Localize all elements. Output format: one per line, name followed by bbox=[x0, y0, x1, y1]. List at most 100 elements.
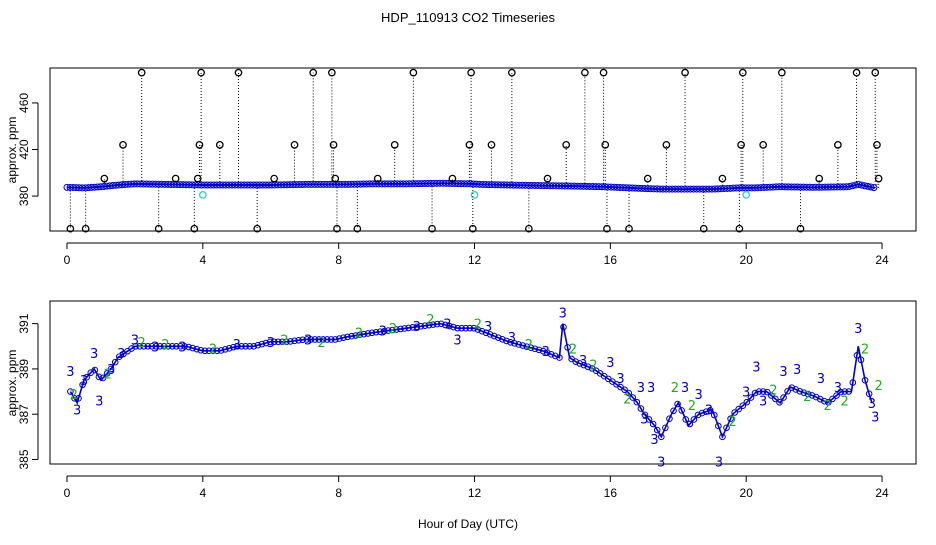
mean-point bbox=[625, 389, 632, 397]
mean-point bbox=[865, 390, 873, 398]
mean-point bbox=[409, 324, 417, 331]
spike-point bbox=[215, 140, 224, 149]
digit-label: 3 bbox=[834, 381, 842, 396]
mean-point bbox=[751, 389, 759, 397]
mean-point bbox=[242, 342, 249, 350]
x-axis-label: Hour of Day (UTC) bbox=[418, 517, 518, 531]
mean-line bbox=[69, 322, 873, 439]
digit-label: 3 bbox=[178, 340, 186, 355]
mean-point bbox=[706, 407, 714, 414]
top-x-tick-label: 16 bbox=[604, 253, 618, 267]
mean-point bbox=[572, 358, 580, 365]
mean-point bbox=[311, 336, 319, 343]
mean-point bbox=[727, 415, 734, 423]
mean-point bbox=[83, 373, 90, 381]
mean-point bbox=[556, 354, 563, 361]
mean-point bbox=[421, 322, 429, 330]
spike-point bbox=[195, 140, 204, 149]
spike-point bbox=[543, 174, 552, 183]
mean-point bbox=[274, 338, 282, 346]
digit-label: 3 bbox=[695, 388, 703, 403]
digit-label: 2 bbox=[138, 336, 146, 351]
mean-point bbox=[270, 338, 278, 346]
mean-point bbox=[539, 347, 547, 355]
mean-point bbox=[336, 335, 343, 342]
mean-point bbox=[234, 342, 241, 350]
mean-point bbox=[291, 337, 298, 345]
spike-point bbox=[796, 224, 805, 233]
spike-point bbox=[603, 224, 611, 233]
spike-point bbox=[465, 140, 474, 149]
spike-point bbox=[137, 68, 146, 77]
mean-point bbox=[246, 342, 253, 350]
mean-point bbox=[784, 387, 791, 395]
mean-point bbox=[772, 395, 779, 403]
mean-point bbox=[136, 342, 143, 350]
mean-point bbox=[262, 339, 270, 347]
mean-point bbox=[221, 346, 229, 353]
digit-label: 3 bbox=[542, 345, 550, 360]
spike-point bbox=[468, 224, 477, 233]
mean-point bbox=[307, 336, 315, 343]
digit-label: 2 bbox=[824, 399, 832, 414]
mean-point bbox=[181, 342, 188, 350]
spike-point bbox=[234, 68, 243, 77]
top-y-tick-label: 460 bbox=[17, 93, 31, 113]
mean-point bbox=[694, 411, 702, 419]
mean-point bbox=[140, 342, 148, 350]
mean-point bbox=[853, 352, 861, 359]
baseline-point bbox=[867, 183, 875, 191]
digit-label: 3 bbox=[90, 347, 98, 362]
mean-point bbox=[739, 402, 747, 410]
digit-label: 3 bbox=[779, 365, 787, 380]
mean-point bbox=[792, 386, 800, 393]
mean-point bbox=[376, 328, 384, 335]
mean-point bbox=[205, 347, 213, 355]
mean-point bbox=[417, 322, 425, 330]
mean-point bbox=[825, 399, 832, 406]
mean-point bbox=[829, 395, 836, 403]
mean-point bbox=[837, 388, 844, 396]
spike-point bbox=[329, 140, 338, 149]
spike-point bbox=[625, 224, 633, 233]
mean-point bbox=[543, 349, 551, 357]
mean-point bbox=[686, 420, 694, 428]
mean-point bbox=[71, 395, 78, 402]
mean-point bbox=[254, 341, 262, 349]
spike-point bbox=[190, 224, 199, 233]
digit-label: 2 bbox=[355, 327, 363, 342]
digit-label: 3 bbox=[107, 363, 115, 378]
mean-point bbox=[768, 392, 775, 399]
mean-point bbox=[160, 342, 168, 350]
spike-point bbox=[524, 224, 533, 233]
mean-point bbox=[845, 388, 853, 395]
mean-point bbox=[226, 344, 233, 352]
mean-point bbox=[808, 392, 816, 399]
mean-point bbox=[861, 376, 869, 384]
mean-point bbox=[719, 433, 726, 441]
bottom-y-axis: 385 387 389 391 bbox=[17, 313, 39, 469]
top-x-tick-label: 8 bbox=[335, 253, 342, 267]
mean-point bbox=[389, 326, 396, 334]
mean-point bbox=[690, 416, 698, 423]
digit-label: 3 bbox=[233, 338, 241, 353]
mean-point bbox=[250, 342, 258, 350]
mean-point bbox=[503, 337, 510, 345]
mean-point bbox=[185, 343, 192, 351]
digit-label: 2 bbox=[318, 336, 326, 351]
spike-point bbox=[467, 68, 475, 77]
digit-label: 2 bbox=[671, 381, 679, 396]
mean-point bbox=[800, 389, 808, 396]
mean-point bbox=[331, 336, 339, 343]
spike-point bbox=[738, 68, 747, 77]
bottom-x-tick-label: 0 bbox=[64, 486, 71, 500]
spike-point bbox=[718, 174, 727, 183]
spike-point bbox=[353, 224, 362, 233]
mean-point bbox=[303, 336, 311, 343]
mean-point bbox=[580, 361, 588, 369]
digit-label: 3 bbox=[705, 404, 713, 419]
mean-point bbox=[494, 334, 502, 341]
mean-point bbox=[454, 324, 461, 332]
mean-point bbox=[731, 409, 738, 416]
bottom-x-tick-label: 16 bbox=[604, 486, 618, 500]
